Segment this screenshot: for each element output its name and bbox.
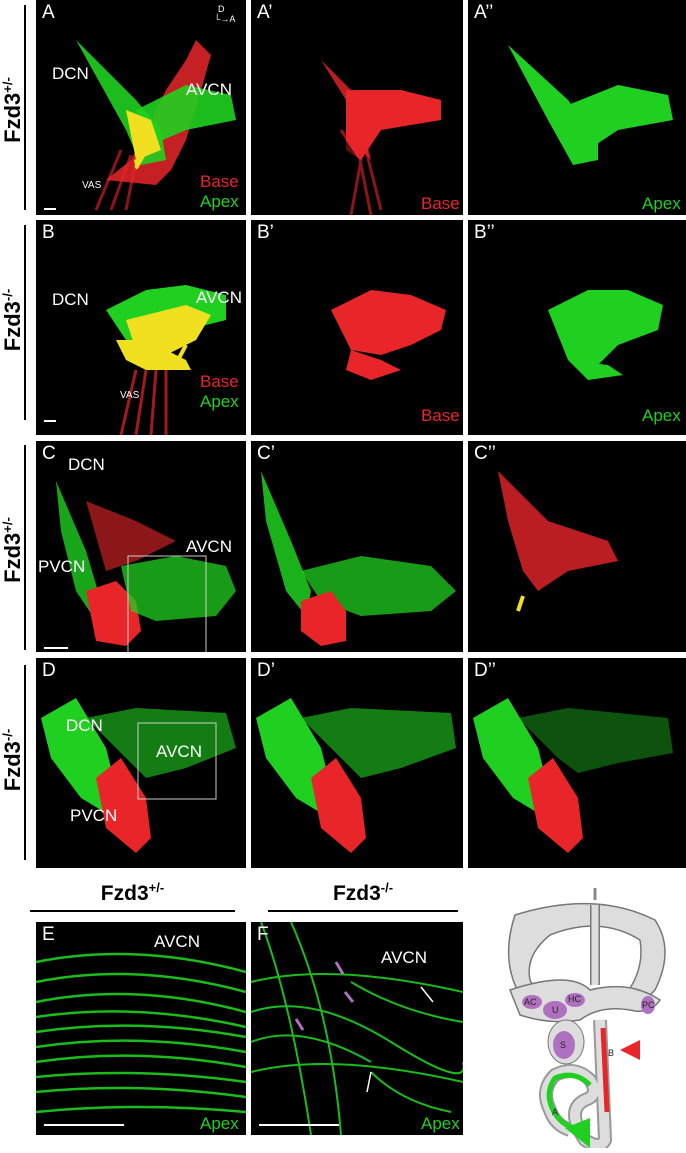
row-b-bracket (24, 225, 26, 420)
diagram-label-a: A (552, 1107, 559, 1117)
panel-a-double-prime: A’’ Apex (468, 0, 686, 215)
panel-letter: A’ (257, 2, 273, 23)
scale-bar (44, 208, 56, 210)
label-dcn: DCN (52, 290, 89, 309)
panel-letter: A’’ (474, 2, 494, 23)
diagram-label-pc: PC (642, 1000, 655, 1010)
label-avcn: AVCN (154, 932, 200, 951)
header-f-line (268, 910, 458, 912)
scale-bar (44, 420, 56, 422)
panel-letter: D’ (257, 660, 275, 681)
orientation-indicator: D └→ A (214, 4, 236, 24)
panel-letter: D’’ (474, 660, 496, 681)
panel-a: A DCN AVCN VAS Base Apex D └→ A (36, 0, 246, 215)
scale-bar (44, 647, 68, 649)
panel-d-prime: D’ (251, 658, 463, 868)
legend-apex: Apex (200, 192, 239, 211)
diagram-label-hc: HC (568, 994, 581, 1004)
legend-base: Base (200, 172, 239, 191)
legend-base: Base (421, 406, 460, 425)
panel-a-prime: A’ Base (251, 0, 463, 215)
panel-d-double-prime: D’’ (468, 658, 686, 868)
panel-letter: D (42, 660, 56, 681)
label-dcn: DCN (52, 64, 89, 83)
row-a-genotype: Fzd3+/- (0, 77, 26, 143)
label-avcn: AVCN (156, 742, 202, 761)
header-f-genotype: Fzd3-/- (332, 880, 394, 905)
legend-apex: Apex (642, 194, 681, 213)
diagram-label-ac: AC (524, 997, 537, 1007)
legend-base: Base (421, 194, 460, 213)
header-e-line (30, 910, 235, 912)
label-vas: VAS (82, 180, 102, 191)
row-c-bracket (24, 445, 26, 650)
label-dcn: DCN (68, 455, 105, 474)
panel-letter: E (42, 924, 55, 945)
panel-c-double-prime: C’’ (468, 441, 686, 652)
row-b-genotype: Fzd3-/- (0, 288, 26, 352)
label-pvcn: PVCN (38, 557, 86, 576)
panel-b-double-prime: B’’ Apex (468, 220, 686, 435)
label-pvcn: PVCN (70, 806, 118, 825)
legend-apex: Apex (642, 406, 681, 425)
label-avcn: AVCN (186, 537, 232, 556)
row-c-genotype: Fzd3+/- (0, 517, 26, 583)
legend-base: Base (200, 372, 239, 391)
legend-apex: Apex (421, 1114, 460, 1133)
label-avcn: AVCN (381, 948, 427, 967)
panel-letter: C’ (257, 443, 275, 464)
diagram-label-u: U (552, 1005, 559, 1015)
panel-d: D DCN AVCN PVCN (36, 658, 246, 868)
panel-letter: F (257, 924, 269, 945)
legend-apex: Apex (200, 1114, 239, 1133)
panel-letter: A (42, 2, 55, 23)
header-e-genotype: Fzd3+/- (100, 880, 165, 905)
inner-ear-diagram: AC HC U PC S B A (480, 880, 686, 1152)
panel-c: C DCN PVCN AVCN (36, 441, 246, 652)
legend-apex: Apex (200, 392, 239, 411)
label-vas: VAS (120, 390, 140, 401)
panel-c-prime: C’ (251, 441, 463, 652)
label-avcn: AVCN (196, 288, 242, 307)
label-avcn: AVCN (186, 80, 232, 99)
row-d-bracket (24, 665, 26, 860)
panel-letter: C (42, 443, 56, 464)
label-dcn: DCN (66, 716, 103, 735)
panel-b: B DCN AVCN VAS Base Apex (36, 220, 246, 435)
panel-b-prime: B’ Base (251, 220, 463, 435)
panel-letter: B’’ (474, 222, 495, 243)
panel-f: F AVCN Apex (251, 922, 463, 1135)
diagram-label-b: B (608, 1048, 615, 1058)
row-d-genotype: Fzd3-/- (0, 728, 26, 792)
panel-e: E AVCN Apex (36, 922, 246, 1135)
panel-letter: B (42, 222, 55, 243)
panel-letter: C’’ (474, 443, 496, 464)
panel-letter: B’ (257, 222, 274, 243)
row-a-bracket (24, 5, 26, 210)
diagram-label-s: S (560, 1040, 567, 1050)
